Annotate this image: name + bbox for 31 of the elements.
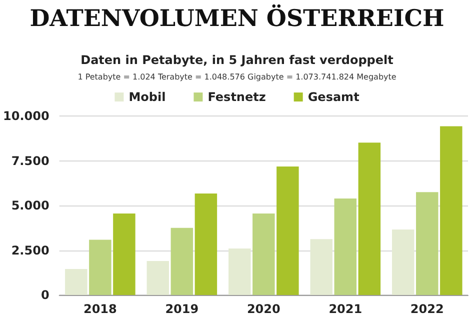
x-tick-label: 2019 — [165, 302, 199, 316]
bar — [358, 142, 381, 295]
y-tick-label: 5.000 — [11, 198, 50, 212]
x-tick-label: 2018 — [83, 302, 117, 316]
y-tick-label: 2.500 — [11, 243, 50, 258]
bar — [194, 194, 218, 295]
x-tick-label: 2022 — [410, 302, 444, 316]
legend-label: Mobil — [128, 90, 166, 104]
y-tick-label: 7.500 — [11, 154, 50, 168]
text: 1 Petabyte = 1.024 Terabyte = 1.048.576 Gigabyte = 1.073.741.824 Megabyte — [78, 72, 396, 82]
bar — [228, 248, 251, 295]
bar — [440, 126, 462, 295]
bar — [170, 228, 194, 295]
chart-subtitle: Daten in Petabyte, in 5 Jahren fast verdoppelt — [80, 53, 394, 67]
bar — [65, 269, 88, 295]
y-tick-label: 10.000 — [2, 109, 50, 123]
bar — [89, 240, 112, 295]
x-tick-label: 2021 — [328, 302, 362, 316]
bar — [252, 214, 275, 295]
y-tick-label: 0 — [40, 288, 50, 302]
bar — [392, 229, 414, 295]
bar — [334, 198, 357, 295]
bar — [416, 192, 438, 295]
legend-label: Festnetz — [208, 90, 266, 104]
bar — [113, 214, 136, 295]
x-tick-label: 2020 — [246, 302, 280, 316]
chart-title: DATENVOLUMEN ÖSTERREICH — [30, 4, 444, 32]
bar — [276, 166, 299, 295]
bar — [146, 260, 170, 295]
bar — [310, 239, 332, 295]
legend-label: Gesamt — [308, 90, 360, 104]
